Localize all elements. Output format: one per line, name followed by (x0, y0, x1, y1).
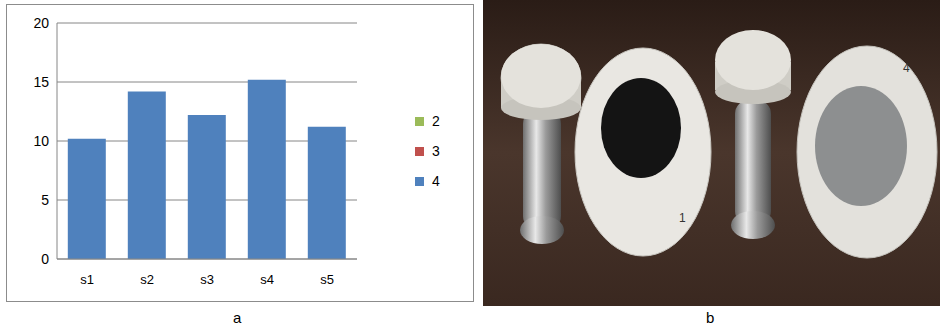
svg-text:5: 5 (41, 192, 49, 208)
svg-text:20: 20 (33, 15, 49, 31)
html-text:a: a (233, 309, 242, 326)
svg-text:15: 15 (33, 74, 49, 90)
svg-text:s5: s5 (320, 272, 334, 287)
svg-text:10: 10 (33, 133, 49, 149)
svg-text:0: 0 (41, 251, 49, 267)
svg-text:s4: s4 (260, 272, 274, 287)
svg-text:4: 4 (903, 61, 910, 75)
svg-text:s2: s2 (140, 272, 154, 287)
html-text:4: 4 (432, 173, 440, 189)
html-text:2: 2 (432, 113, 440, 129)
svg-text:s1: s1 (80, 272, 94, 287)
html-text:b: b (706, 309, 715, 326)
html-text:3: 3 (432, 143, 440, 159)
svg-text:s3: s3 (200, 272, 214, 287)
svg-text:1: 1 (679, 211, 686, 225)
